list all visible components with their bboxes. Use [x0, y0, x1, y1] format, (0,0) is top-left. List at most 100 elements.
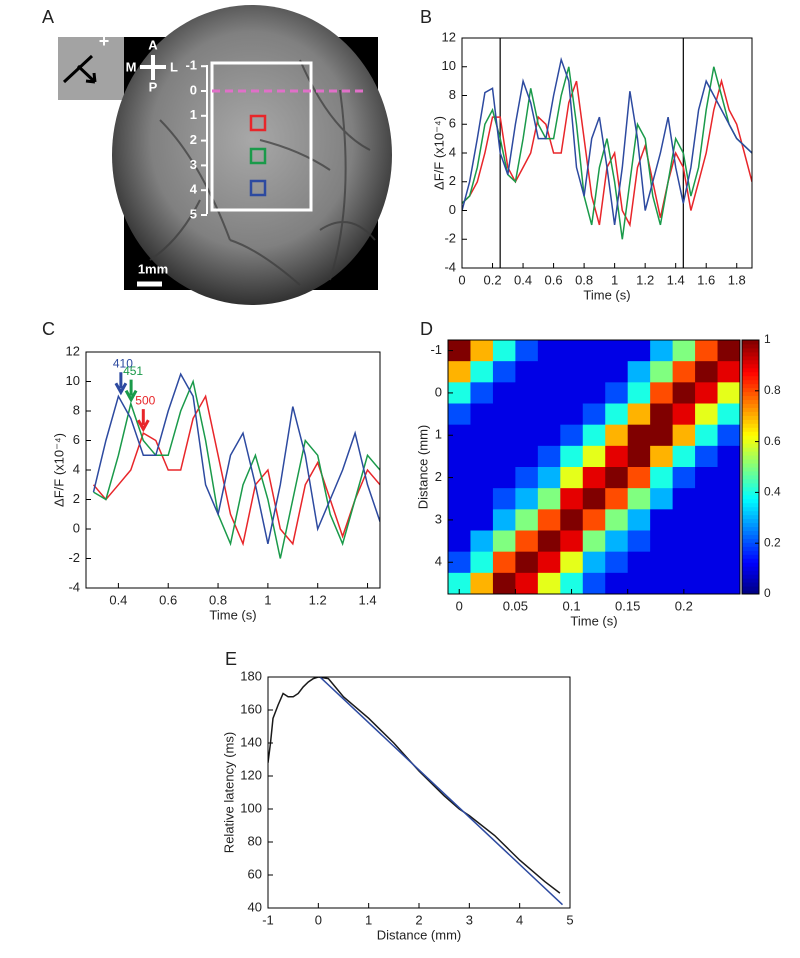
heat-cell [650, 551, 674, 574]
heat-cell [470, 572, 494, 595]
colorbar-segment [742, 478, 759, 484]
panel-label: A [42, 7, 54, 27]
y-tick-label: 4 [435, 554, 442, 569]
colorbar-segment [742, 586, 759, 591]
heat-cell [448, 551, 471, 574]
heat-cell [605, 445, 629, 468]
colorbar-segment [742, 371, 759, 377]
annotation-arrow [124, 379, 138, 403]
heat-cell [492, 488, 516, 510]
annotation-arrow [114, 372, 128, 396]
x-tick-label: 0.05 [503, 598, 528, 613]
heat-cell [560, 361, 584, 383]
heat-cell [470, 424, 494, 447]
colorbar-segment [742, 510, 759, 516]
x-tick-label: 0.8 [575, 272, 593, 287]
heat-cell [627, 361, 651, 383]
heat-cell [672, 572, 696, 595]
heat-cell [672, 361, 696, 383]
heat-cell [627, 488, 651, 510]
heat-cell [605, 488, 629, 510]
colorbar-segment [742, 562, 759, 567]
heat-cell [515, 424, 539, 447]
y-axis-label: Distance (mm) [415, 425, 430, 510]
colorbar-segment [742, 351, 759, 357]
heat-cell [582, 424, 606, 447]
heat-cell [560, 340, 584, 362]
heat-cell [537, 488, 561, 510]
x-tick-label: 0.2 [675, 598, 693, 613]
heat-cell [470, 551, 494, 574]
heat-cell [492, 530, 516, 553]
heat-cell [537, 530, 561, 553]
colorbar-segment [742, 467, 759, 472]
heat-cell [448, 445, 471, 468]
series-line [93, 379, 380, 559]
x-tick-label: 1.2 [309, 592, 327, 607]
colorbar-segment [742, 451, 759, 456]
colorbar-segment [742, 459, 759, 464]
series-line [462, 56, 752, 225]
heat-cell [695, 551, 719, 574]
colorbar-segment [742, 343, 759, 349]
x-tick-label: 0 [315, 912, 322, 927]
heat-cell [717, 530, 741, 553]
colorbar-segment [742, 538, 759, 543]
y-tick-label: 160 [240, 701, 262, 716]
colorbar-segment [742, 411, 759, 416]
heat-cell [650, 467, 674, 489]
heat-cell [537, 361, 561, 383]
colorbar-tick-label: 0.6 [764, 434, 781, 448]
annotation-label: 410 [113, 356, 133, 370]
heat-cell [537, 340, 561, 362]
heat-cell [537, 403, 561, 426]
plot-frame [267, 676, 571, 909]
heat-cell [672, 445, 696, 468]
colorbar-segment [742, 482, 759, 488]
heat-cell [470, 530, 494, 553]
scale-tick-label: 1 [190, 107, 197, 122]
y-tick-label: -2 [68, 550, 80, 565]
heat-cell [627, 467, 651, 489]
y-tick-label: 0 [73, 520, 80, 535]
compass-label: M [126, 59, 137, 74]
x-tick-label: 1.4 [667, 272, 685, 287]
y-tick-label: -4 [68, 579, 80, 594]
scale-tick-label: 3 [190, 157, 197, 172]
scale-bar-label: 1mm [138, 261, 168, 276]
colorbar-tick-label: 1 [764, 332, 771, 346]
heat-cell [537, 382, 561, 404]
heat-cell [470, 445, 494, 468]
heat-cell [582, 445, 606, 468]
colorbar-segment [742, 526, 759, 531]
annotation-label: 451 [123, 364, 143, 378]
heat-cell [627, 530, 651, 553]
heat-cell [515, 467, 539, 489]
heat-cell [448, 340, 471, 362]
x-tick-label: 1 [365, 912, 372, 927]
y-axis-label: ΔF/F (x10⁻⁴) [51, 433, 66, 507]
heat-cell [627, 509, 651, 531]
colorbar-segment [742, 546, 759, 551]
y-tick-label: 80 [248, 833, 262, 848]
heat-cell [627, 382, 651, 404]
panel: E -1 0 1 2 3 4 5 40 60 80 100 120 140 160 180 Distance (… [221, 649, 573, 943]
heat-cell [560, 551, 584, 574]
scale-tick-label: 0 [190, 82, 197, 97]
heat-cell [605, 424, 629, 447]
heat-cell [470, 382, 494, 404]
colorbar-segment [742, 490, 759, 496]
heat-cell [695, 424, 719, 447]
roi-box [210, 61, 313, 212]
heat-cell [605, 530, 629, 553]
heat-cell [717, 551, 741, 574]
x-tick-label: 1.4 [359, 592, 377, 607]
heat-cell [537, 445, 561, 468]
y-tick-label: 140 [240, 734, 262, 749]
heat-cell [717, 340, 741, 362]
colorbar-segment [742, 470, 759, 476]
heat-cell [605, 340, 629, 362]
heat-cell [492, 572, 516, 595]
heat-cell [650, 382, 674, 404]
